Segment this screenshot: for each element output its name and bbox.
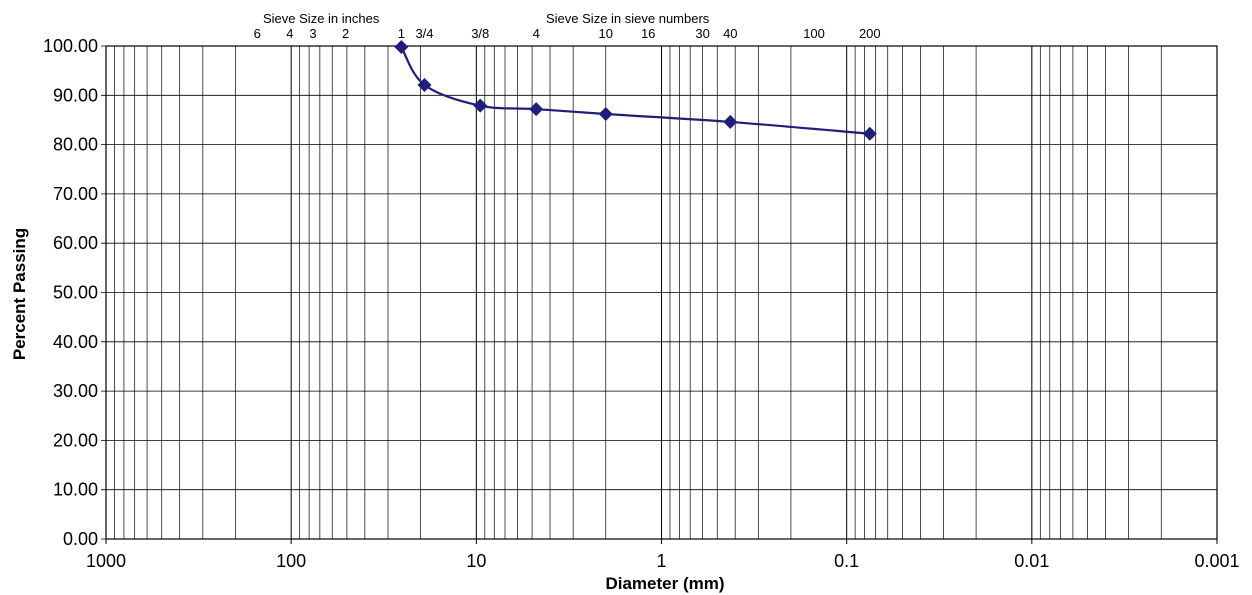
x-tick-label: 100 (276, 551, 306, 571)
y-tick-label: 20.00 (53, 430, 98, 450)
y-tick-label: 90.00 (53, 85, 98, 105)
data-point-marker (862, 126, 877, 141)
sieve-size-label: 3/4 (415, 26, 433, 41)
data-point-marker (394, 39, 409, 54)
data-point-marker (598, 107, 613, 122)
data-point-marker (723, 114, 738, 129)
sieve-size-label: 200 (859, 26, 881, 41)
x-axis-title: Diameter (mm) (605, 574, 724, 593)
sieve-size-label: 30 (695, 26, 709, 41)
sieve-size-label: 6 (254, 26, 261, 41)
y-tick-label: 80.00 (53, 135, 98, 155)
x-tick-labels: 1000 100 10 1 0.1 0.01 0.001 (86, 551, 1240, 571)
y-tick-label: 60.00 (53, 233, 98, 253)
sieve-size-label: 4 (533, 26, 540, 41)
y-tick-label: 0.00 (63, 529, 98, 549)
sieve-size-label: 40 (723, 26, 737, 41)
data-point-marker (417, 77, 432, 92)
series-curve (400, 46, 870, 135)
sieve-size-label: 4 (286, 26, 293, 41)
x-tick-label: 1000 (86, 551, 126, 571)
data-point-marker (529, 102, 544, 117)
sieve-inches-title: Sieve Size in inches (263, 11, 380, 26)
sieve-size-label: 10 (599, 26, 613, 41)
sieve-size-label: 1 (398, 26, 405, 41)
y-tick-label: 40.00 (53, 332, 98, 352)
sieve-numbers-title: Sieve Size in sieve numbers (546, 11, 710, 26)
data-point-marker (473, 98, 488, 113)
y-tick-label: 70.00 (53, 184, 98, 204)
plot-area-frame (105, 45, 1218, 540)
sieve-size-label: 3 (309, 26, 316, 41)
sieve-size-labels: 6 4 3 2 1 3/4 3/8 4 10 16 30 40 100 200 (254, 26, 881, 41)
x-tick-label: 0.1 (834, 551, 859, 571)
x-tick-label: 1 (656, 551, 666, 571)
y-tick-label: 10.00 (53, 480, 98, 500)
data-point-markers (394, 39, 877, 141)
y-tick-labels: 0.00 10.00 20.00 30.00 40.00 50.00 60.00 70.00 8… (43, 36, 98, 549)
x-tick-label: 0.001 (1194, 551, 1239, 571)
x-tick-label: 10 (466, 551, 486, 571)
y-axis-title: Percent Passing (10, 228, 29, 360)
sieve-size-label: 100 (803, 26, 825, 41)
grid-lines (101, 45, 1218, 544)
y-tick-label: 100.00 (43, 36, 98, 56)
y-tick-label: 50.00 (53, 283, 98, 303)
y-tick-label: 30.00 (53, 381, 98, 401)
x-tick-label: 0.01 (1014, 551, 1049, 571)
sieve-size-label: 16 (641, 26, 655, 41)
sieve-size-label: 3/8 (471, 26, 489, 41)
sieve-size-label: 2 (342, 26, 349, 41)
